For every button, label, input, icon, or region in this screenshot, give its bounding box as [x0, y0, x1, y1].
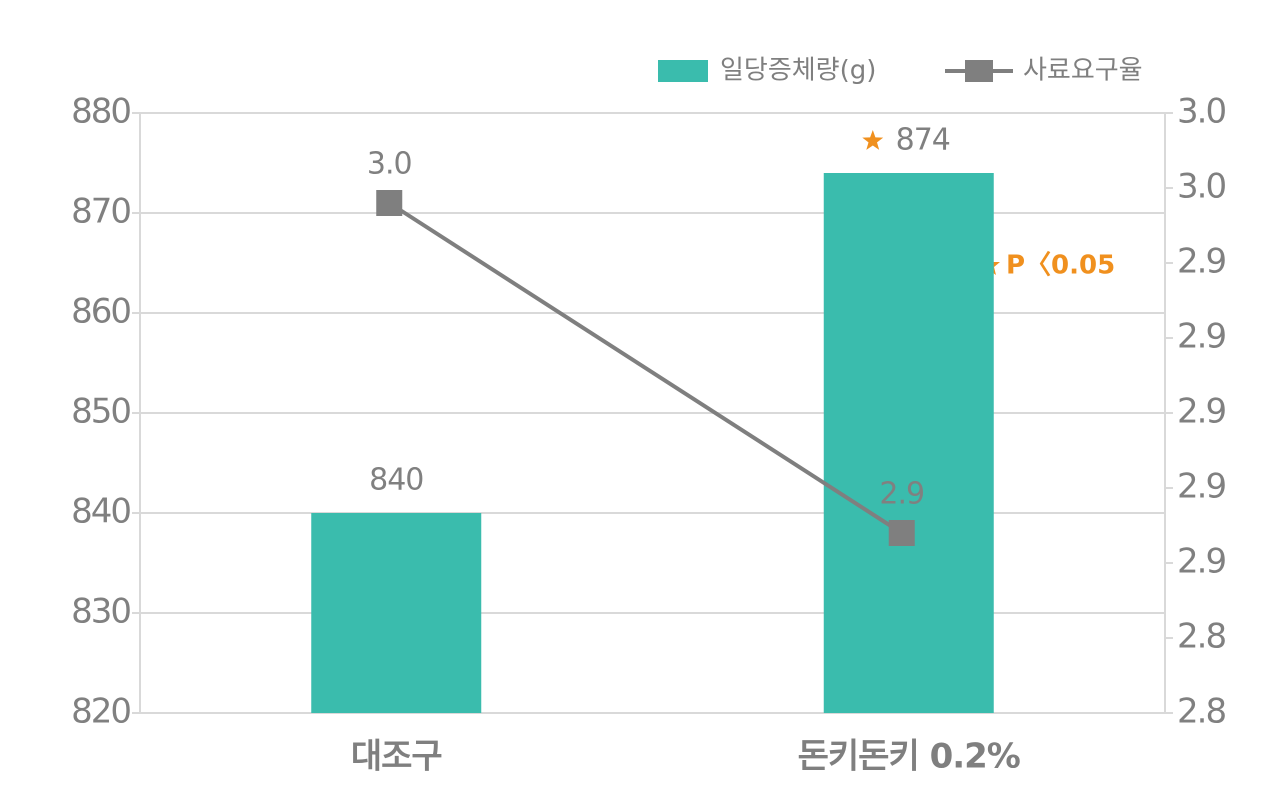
value-label: 2.9	[879, 477, 924, 512]
y-tick-label: 820	[71, 692, 130, 732]
y2-tick-label: 2.8	[1177, 692, 1225, 732]
y-tick-label: 830	[71, 592, 130, 632]
y2-tick-label: 2.9	[1177, 467, 1225, 507]
y2-tick-label: 2.9	[1177, 392, 1225, 432]
y2-tick-label: 2.9	[1177, 317, 1225, 357]
y-tick-label: 870	[71, 192, 130, 232]
y-tick-label: 860	[71, 292, 130, 332]
y2-tick-label: 3.0	[1177, 167, 1225, 207]
y2-tick-label: 2.9	[1177, 542, 1225, 582]
y-tick-label: 840	[71, 492, 130, 532]
y2-tick-label: 2.9	[1177, 242, 1225, 282]
line-marker	[376, 190, 403, 216]
bar	[311, 513, 482, 713]
x-tick-label: 대조구	[351, 737, 443, 777]
line	[388, 201, 903, 535]
y-tick-label: 850	[71, 392, 130, 432]
legend-swatch	[658, 60, 708, 82]
y2-tick-label: 2.8	[1177, 617, 1225, 657]
y2-tick-label: 3.0	[1177, 92, 1225, 132]
value-label: 840	[369, 463, 423, 498]
value-label: 874	[896, 123, 950, 158]
value-label: 3.0	[367, 147, 412, 182]
bar	[823, 173, 994, 713]
legend-label: 일당증체량(g)	[720, 56, 876, 86]
y-tick-label: 880	[71, 92, 130, 132]
x-tick-label: 돈키돈키 0.2%	[798, 737, 1020, 777]
legend-swatch	[965, 60, 993, 82]
star-icon	[862, 130, 884, 150]
line-marker	[888, 520, 915, 546]
legend-label: 사료요구율	[1023, 56, 1143, 86]
annotation: P〈0.05	[1006, 251, 1115, 281]
